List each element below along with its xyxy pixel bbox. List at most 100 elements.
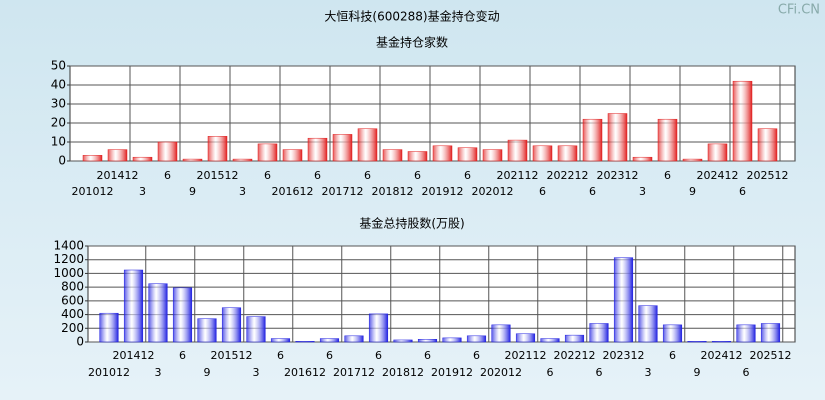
x-tick-label: 201412 <box>113 349 155 362</box>
bar <box>657 118 678 162</box>
y-tick-label: 10 <box>51 135 66 149</box>
x-tick-label: 202112 <box>497 169 539 182</box>
bar <box>466 335 487 343</box>
bar <box>82 155 103 162</box>
x-tick-label: 6 <box>743 366 750 379</box>
y-tick-label: 1200 <box>53 252 84 266</box>
x-tick-label: 201512 <box>197 169 239 182</box>
bar <box>632 156 653 162</box>
x-tick-label: 201512 <box>211 349 253 362</box>
bar <box>638 305 658 343</box>
x-tick-label: 6 <box>264 169 271 182</box>
y-tick-label: 0 <box>76 335 84 349</box>
bar <box>246 316 266 343</box>
x-tick-label: 6 <box>539 185 546 198</box>
x-tick-label: 201712 <box>322 185 364 198</box>
x-tick-label: 6 <box>326 349 333 362</box>
x-tick-label: 201012 <box>88 366 130 379</box>
bar <box>760 323 781 343</box>
plot-area <box>87 245 796 343</box>
x-tick-label: 201612 <box>272 185 314 198</box>
y-tick-label: 1000 <box>53 266 84 280</box>
x-tick-label: 6 <box>473 349 480 362</box>
x-tick-label: 6 <box>547 366 554 379</box>
x-tick-label: 201812 <box>382 366 424 379</box>
bar <box>532 145 553 162</box>
bar <box>393 339 413 343</box>
bar <box>307 137 328 162</box>
bar <box>540 338 560 343</box>
x-tick-label: 6 <box>164 169 171 182</box>
x-tick-label: 6 <box>414 169 421 182</box>
x-tick-label: 202112 <box>505 349 547 362</box>
x-tick-label: 6 <box>277 349 284 362</box>
bar <box>107 149 128 162</box>
x-tick-label: 3 <box>155 366 162 379</box>
x-tick-label: 202512 <box>747 169 789 182</box>
bar <box>662 324 683 343</box>
x-tick-label: 202012 <box>472 185 514 198</box>
watermark: CFi.CN <box>778 3 820 18</box>
x-tick-label: 201412 <box>97 169 139 182</box>
x-tick-label: 6 <box>739 185 746 198</box>
bar <box>148 283 168 343</box>
x-tick-label: 6 <box>596 366 603 379</box>
y-tick-label: 600 <box>61 293 84 307</box>
x-tick-label: 6 <box>669 349 676 362</box>
y-tick-label: 0 <box>58 154 66 168</box>
bar <box>417 339 438 343</box>
x-tick-label: 202012 <box>480 366 522 379</box>
y-tick-label: 400 <box>61 307 84 321</box>
x-tick-label: 3 <box>139 185 146 198</box>
x-tick-label: 6 <box>589 185 596 198</box>
y-tick-label: 200 <box>61 321 84 335</box>
bar <box>197 318 217 343</box>
page-title: 大恒科技(600288)基金持仓变动 <box>324 9 499 24</box>
bar <box>442 337 462 343</box>
bar <box>357 128 378 162</box>
chart-title: 基金总持股数(万股) <box>359 216 464 231</box>
x-tick-label: 6 <box>375 349 382 362</box>
x-tick-label: 9 <box>204 366 211 379</box>
x-tick-label: 6 <box>179 349 186 362</box>
x-tick-label: 6 <box>664 169 671 182</box>
y-tick-label: 30 <box>51 97 66 111</box>
y-tick-label: 800 <box>61 280 84 294</box>
bar <box>711 341 732 343</box>
x-tick-label: 201612 <box>284 366 326 379</box>
bar <box>432 145 453 162</box>
x-tick-label: 9 <box>689 185 696 198</box>
bar <box>564 334 585 343</box>
bar <box>407 151 428 162</box>
x-tick-label: 201812 <box>372 185 414 198</box>
x-tick-label: 202412 <box>701 349 743 362</box>
bar <box>232 158 253 162</box>
x-tick-label: 6 <box>314 169 321 182</box>
bar <box>482 149 503 162</box>
bar <box>582 118 603 162</box>
x-tick-label: 3 <box>639 185 646 198</box>
bar <box>457 147 478 162</box>
bar <box>157 141 178 162</box>
bar <box>491 324 511 343</box>
x-tick-label: 3 <box>253 366 260 379</box>
x-tick-label: 201712 <box>333 366 375 379</box>
bar <box>282 149 303 162</box>
x-tick-label: 9 <box>694 366 701 379</box>
x-tick-label: 202312 <box>597 169 639 182</box>
bar <box>172 287 193 343</box>
x-tick-label: 202212 <box>547 169 589 182</box>
y-tick-label: 1400 <box>53 239 84 253</box>
bar <box>257 143 278 162</box>
x-tick-label: 3 <box>645 366 652 379</box>
y-tick-label: 40 <box>51 78 66 92</box>
bar <box>207 136 228 162</box>
bar <box>707 143 728 162</box>
bar <box>589 323 609 343</box>
x-tick-label: 6 <box>424 349 431 362</box>
bar <box>99 312 119 343</box>
x-tick-label: 6 <box>364 169 371 182</box>
bar <box>557 145 578 162</box>
y-tick-label: 50 <box>51 59 66 73</box>
bar <box>368 313 389 343</box>
